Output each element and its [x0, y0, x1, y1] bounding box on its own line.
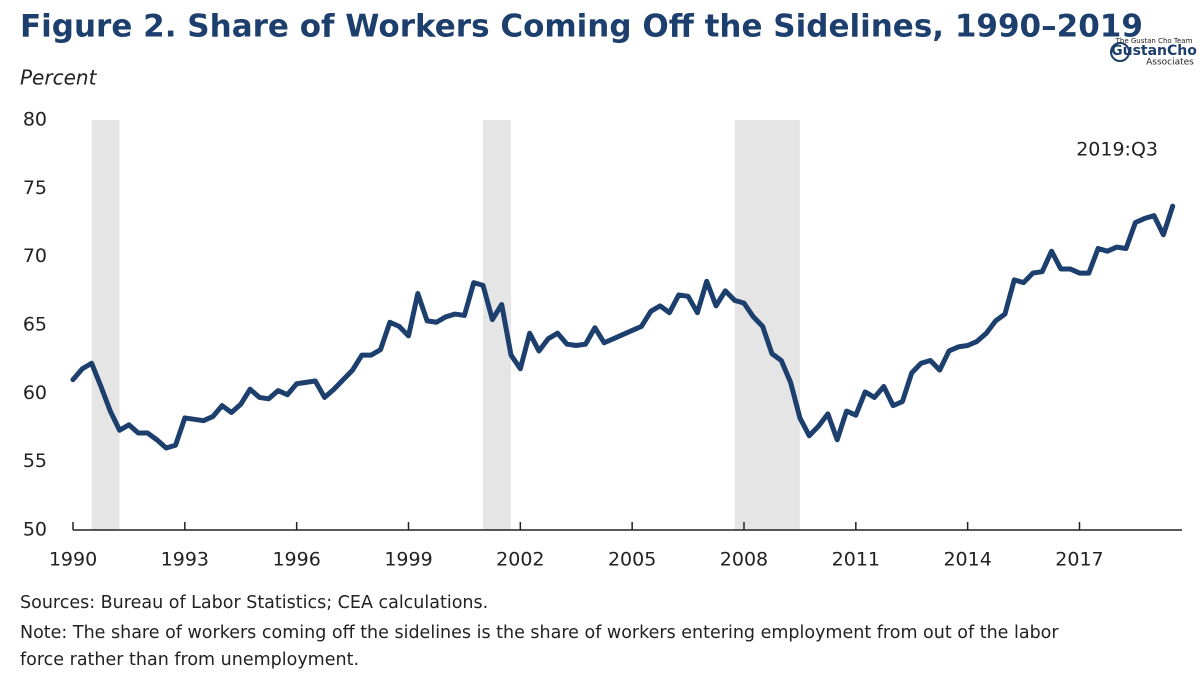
x-tick-label: 1990 [49, 549, 97, 571]
logo-name: GustanCho [1111, 43, 1197, 59]
chart-title: Figure 2. Share of Workers Coming Off th… [20, 9, 1143, 45]
note: Note: The share of workers coming off th… [20, 623, 1059, 643]
logo-icon [1110, 42, 1130, 62]
y-tick-label: 60 [23, 382, 47, 404]
logo-tagline: The Gustan Cho Team [1115, 37, 1193, 45]
annotation: 2019:Q3 [1076, 139, 1158, 161]
note: force rather than from unemployment. [20, 650, 359, 670]
x-tick-label: 2008 [720, 549, 768, 571]
sources: Sources: Bureau of Labor Statistics; CEA… [20, 593, 488, 613]
x-tick-label: 2014 [943, 549, 991, 571]
y-tick-label: 70 [23, 245, 47, 267]
logo-sub: Associates [1146, 58, 1194, 68]
y-tick-label: 75 [23, 177, 47, 199]
x-tick-label: 2002 [496, 549, 544, 571]
x-tick-label: 2005 [608, 549, 656, 571]
x-tick-label: 1999 [384, 549, 432, 571]
recession-shade [91, 120, 120, 530]
y-tick-label: 50 [23, 519, 47, 541]
data-line [70, 203, 1176, 451]
y-tick-label: 65 [23, 314, 47, 336]
y-tick-label: 80 [23, 109, 47, 131]
y-tick-label: 55 [23, 450, 47, 472]
x-tick-label: 2017 [1055, 549, 1103, 571]
x-tick-label: 2011 [832, 549, 880, 571]
x-tick-label: 1996 [272, 549, 320, 571]
recession-shade [734, 120, 800, 530]
y-axis-label: Percent [20, 66, 98, 90]
x-tick-label: 1993 [161, 549, 209, 571]
